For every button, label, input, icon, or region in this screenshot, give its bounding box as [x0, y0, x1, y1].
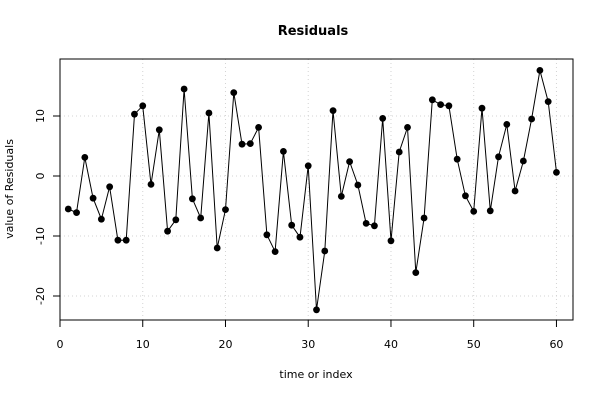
data-point — [544, 98, 552, 105]
data-point — [428, 96, 436, 104]
data-point — [420, 214, 428, 222]
data-point — [131, 110, 138, 118]
data-point — [387, 237, 395, 245]
x-tick-label: 10 — [136, 338, 150, 351]
data-point — [164, 227, 171, 235]
data-point — [246, 140, 254, 148]
x-tick-label: 50 — [467, 338, 481, 351]
data-point — [453, 155, 461, 163]
data-point — [263, 231, 271, 239]
data-point — [238, 140, 246, 148]
plot-frame — [59, 58, 574, 321]
data-point — [553, 169, 560, 176]
y-tick-label: -10 — [34, 227, 47, 245]
data-point — [536, 67, 544, 74]
data-point — [486, 207, 494, 215]
data-point — [354, 181, 362, 189]
data-point — [304, 162, 312, 170]
data-point — [337, 193, 345, 200]
data-point — [371, 222, 378, 230]
data-point — [288, 221, 296, 229]
data-point — [122, 236, 130, 244]
data-point — [379, 115, 387, 122]
data-point — [255, 124, 262, 131]
data-point — [528, 115, 536, 123]
data-point — [404, 124, 411, 131]
data-point — [296, 233, 304, 241]
y-tick-label: 0 — [34, 173, 47, 180]
x-tick-label: 0 — [57, 338, 64, 351]
data-point — [280, 148, 287, 155]
data-point — [495, 153, 502, 161]
data-point — [81, 154, 89, 161]
data-point — [188, 195, 196, 203]
y-axis: -20 -10 0 10 — [34, 109, 60, 305]
data-point — [395, 148, 403, 156]
y-axis-label: value of Residuals — [3, 139, 16, 239]
series-line-group — [68, 70, 557, 310]
chart-title: Residuals — [278, 24, 349, 39]
data-point — [89, 194, 97, 202]
x-axis: 0 10 20 30 40 50 60 — [57, 320, 563, 351]
data-point — [437, 101, 445, 108]
x-tick-label: 40 — [384, 338, 398, 351]
x-tick-label: 30 — [301, 338, 315, 351]
data-point — [230, 89, 238, 96]
data-point — [470, 208, 478, 215]
data-point — [222, 206, 229, 214]
x-tick-label: 60 — [549, 338, 563, 351]
data-point — [362, 220, 370, 227]
series-line — [68, 70, 557, 310]
data-point — [205, 109, 213, 117]
data-point — [511, 187, 519, 195]
data-point — [462, 192, 469, 200]
data-point — [114, 236, 122, 244]
data-point — [412, 269, 420, 276]
data-point — [197, 214, 205, 222]
data-point — [445, 102, 453, 110]
data-point — [139, 102, 147, 110]
x-tick-label: 20 — [218, 338, 232, 351]
data-point — [503, 121, 511, 128]
series-points-group — [64, 67, 560, 314]
data-point — [147, 181, 155, 188]
y-tick-label: 10 — [34, 109, 47, 123]
data-point — [321, 247, 329, 255]
data-point — [213, 244, 221, 252]
data-point — [346, 158, 353, 166]
data-point — [271, 248, 279, 256]
data-point — [97, 215, 105, 223]
data-point — [172, 216, 180, 224]
x-axis-label: time or index — [279, 368, 353, 381]
data-point — [478, 104, 486, 112]
y-tick-label: -20 — [34, 287, 47, 305]
data-point — [329, 107, 337, 114]
data-point — [73, 209, 80, 217]
data-point — [519, 157, 527, 165]
data-point — [64, 205, 72, 213]
data-point — [313, 306, 320, 314]
data-point — [180, 85, 188, 93]
data-point — [106, 183, 114, 191]
data-point — [155, 126, 163, 134]
grid-lines — [59, 59, 573, 320]
